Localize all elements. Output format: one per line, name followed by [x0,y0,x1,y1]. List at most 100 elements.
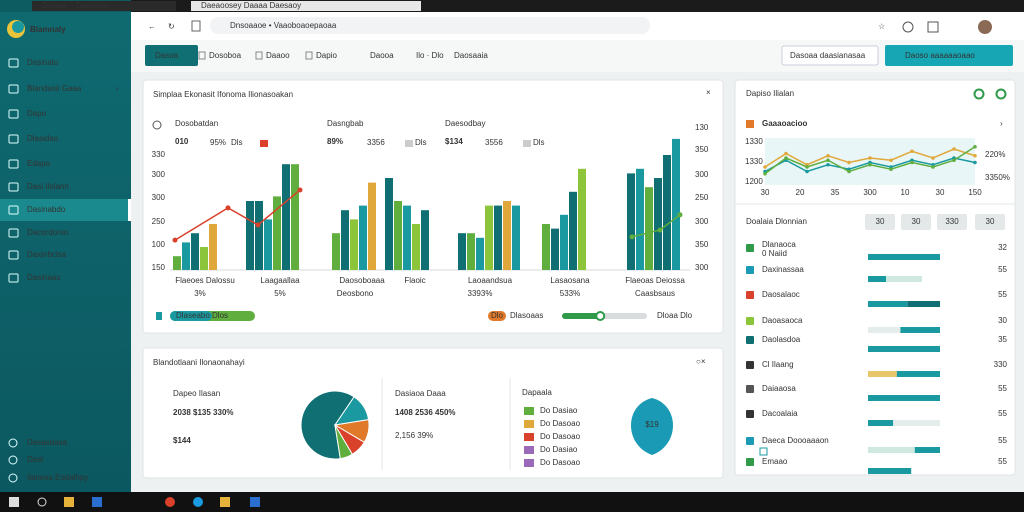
app-icon[interactable] [64,497,74,507]
search-box[interactable] [781,45,879,66]
back-icon[interactable]: ← [148,22,156,31]
pie-slice [300,390,355,460]
nav-item[interactable]: Dasinabdo [27,205,66,214]
toolbar-tab[interactable]: Dosoboa [209,51,242,60]
filter-label: 30 [876,217,885,226]
bar [191,233,199,270]
app-icon[interactable] [220,497,230,507]
group-sub: 3393% [468,289,493,298]
section-pct: 2038 $135 330% [173,408,234,417]
section-pct: 1408 2536 450% [395,408,456,417]
nav-item[interactable]: Dasinalu [27,58,58,67]
footer-item[interactable]: Dasl [27,455,43,464]
url-field[interactable] [210,17,650,34]
group-label: Daosoboaaa [339,276,385,285]
trend-dot [172,237,178,243]
taskbar [0,492,1024,512]
browser-tab[interactable] [66,1,176,11]
group-sub: 5% [274,289,286,298]
kpi-value: 89% [327,137,343,146]
search-button[interactable] [37,497,47,507]
star-icon[interactable]: ☆ [878,22,885,31]
browser-tab[interactable] [191,1,421,11]
series-dot [805,165,809,169]
url-text: Dnsoaaoe • Vaaoboaoepaoaa [230,21,337,30]
group-label: Laoaandsua [468,276,513,285]
section-label: Dapaala [522,388,552,397]
filter-button[interactable] [937,214,967,230]
start-button[interactable] [9,497,19,507]
axis-label: 300 [863,188,877,197]
series-dot [973,160,977,165]
nav-icon [8,58,19,68]
legend-swatch [524,459,534,467]
slider-fill [562,313,601,319]
row-value: 55 [998,290,1007,299]
slider-knob[interactable] [595,311,606,321]
row-icon [746,410,754,418]
nav-item[interactable]: Dasinaas [27,273,60,282]
bar [551,228,559,270]
nav-icon [8,228,19,238]
axis-label: 300 [152,170,166,179]
legend-icon [156,312,162,320]
nav-item[interactable]: Blandsoii Gaaa [27,84,82,93]
row-icon [746,317,754,325]
series-dot [931,165,935,169]
nav-item[interactable]: Dapo [27,109,47,118]
toolbar-tab[interactable]: Daosaaia [454,51,488,60]
bar [542,224,550,270]
nav-item[interactable]: Edapo [27,159,51,168]
badge-text: $19 [645,420,659,429]
close-icon[interactable]: ○× [696,357,706,366]
group-sub: 3% [194,289,206,298]
toolbar-tab[interactable]: Dapio [316,51,337,60]
app-icon[interactable] [193,497,203,507]
row-value: 32 [998,243,1007,252]
nav-item[interactable]: Dacordorso [27,228,69,237]
reload-icon[interactable]: ↻ [168,22,175,31]
series-dot [763,165,767,169]
group-label: Lasaosana [550,276,590,285]
nav-icon [8,84,19,94]
toolbar-tab[interactable]: Daooa [370,51,394,60]
trend-line [174,189,301,241]
tab-active[interactable] [145,45,198,66]
home-icon[interactable] [191,20,201,32]
chevron: › [116,84,119,93]
nav-item[interactable]: Dasi Ilolann [27,182,69,191]
bar [368,182,376,270]
ext-icon[interactable] [927,21,939,33]
close-icon[interactable]: × [706,88,711,97]
app-icon[interactable] [165,497,175,507]
row-icon [746,437,754,445]
toolbar-tab[interactable]: Ilo · Dlo [416,51,444,60]
tab-title: Dasoaoo [76,1,109,10]
footer-item[interactable]: Ilanesa Eodalhpy [27,473,88,482]
group-label: Flaoic [404,276,425,285]
bar [672,138,680,270]
app-icon[interactable] [250,497,260,507]
footer-item[interactable]: Dasasbasa [27,438,68,447]
filter-button[interactable] [975,214,1005,230]
panel-icon[interactable] [995,88,1007,100]
group-sub: Caasbsaus [635,289,675,298]
row-icon [746,385,754,393]
nav-item[interactable]: Daxinbcisa [27,250,67,259]
row-value: 35 [998,335,1007,344]
avatar[interactable] [978,20,992,34]
search-icon[interactable] [152,120,162,130]
panel-icon[interactable] [973,88,985,100]
toolbar-tab[interactable]: Dasoa [155,51,179,60]
bar [385,178,393,270]
chevron[interactable]: › [1000,119,1003,128]
app-icon[interactable] [92,497,102,507]
toolbar-tab[interactable]: Daaoo [266,51,290,60]
series-dot [784,156,788,160]
search-placeholder: Dasoaa daasianasaa [790,51,866,60]
history-icon[interactable] [902,21,914,33]
filter-button[interactable] [901,214,931,230]
primary-button[interactable] [885,45,1013,66]
filter-button[interactable] [865,214,895,230]
nav-item[interactable]: Dlasidao [27,134,59,143]
